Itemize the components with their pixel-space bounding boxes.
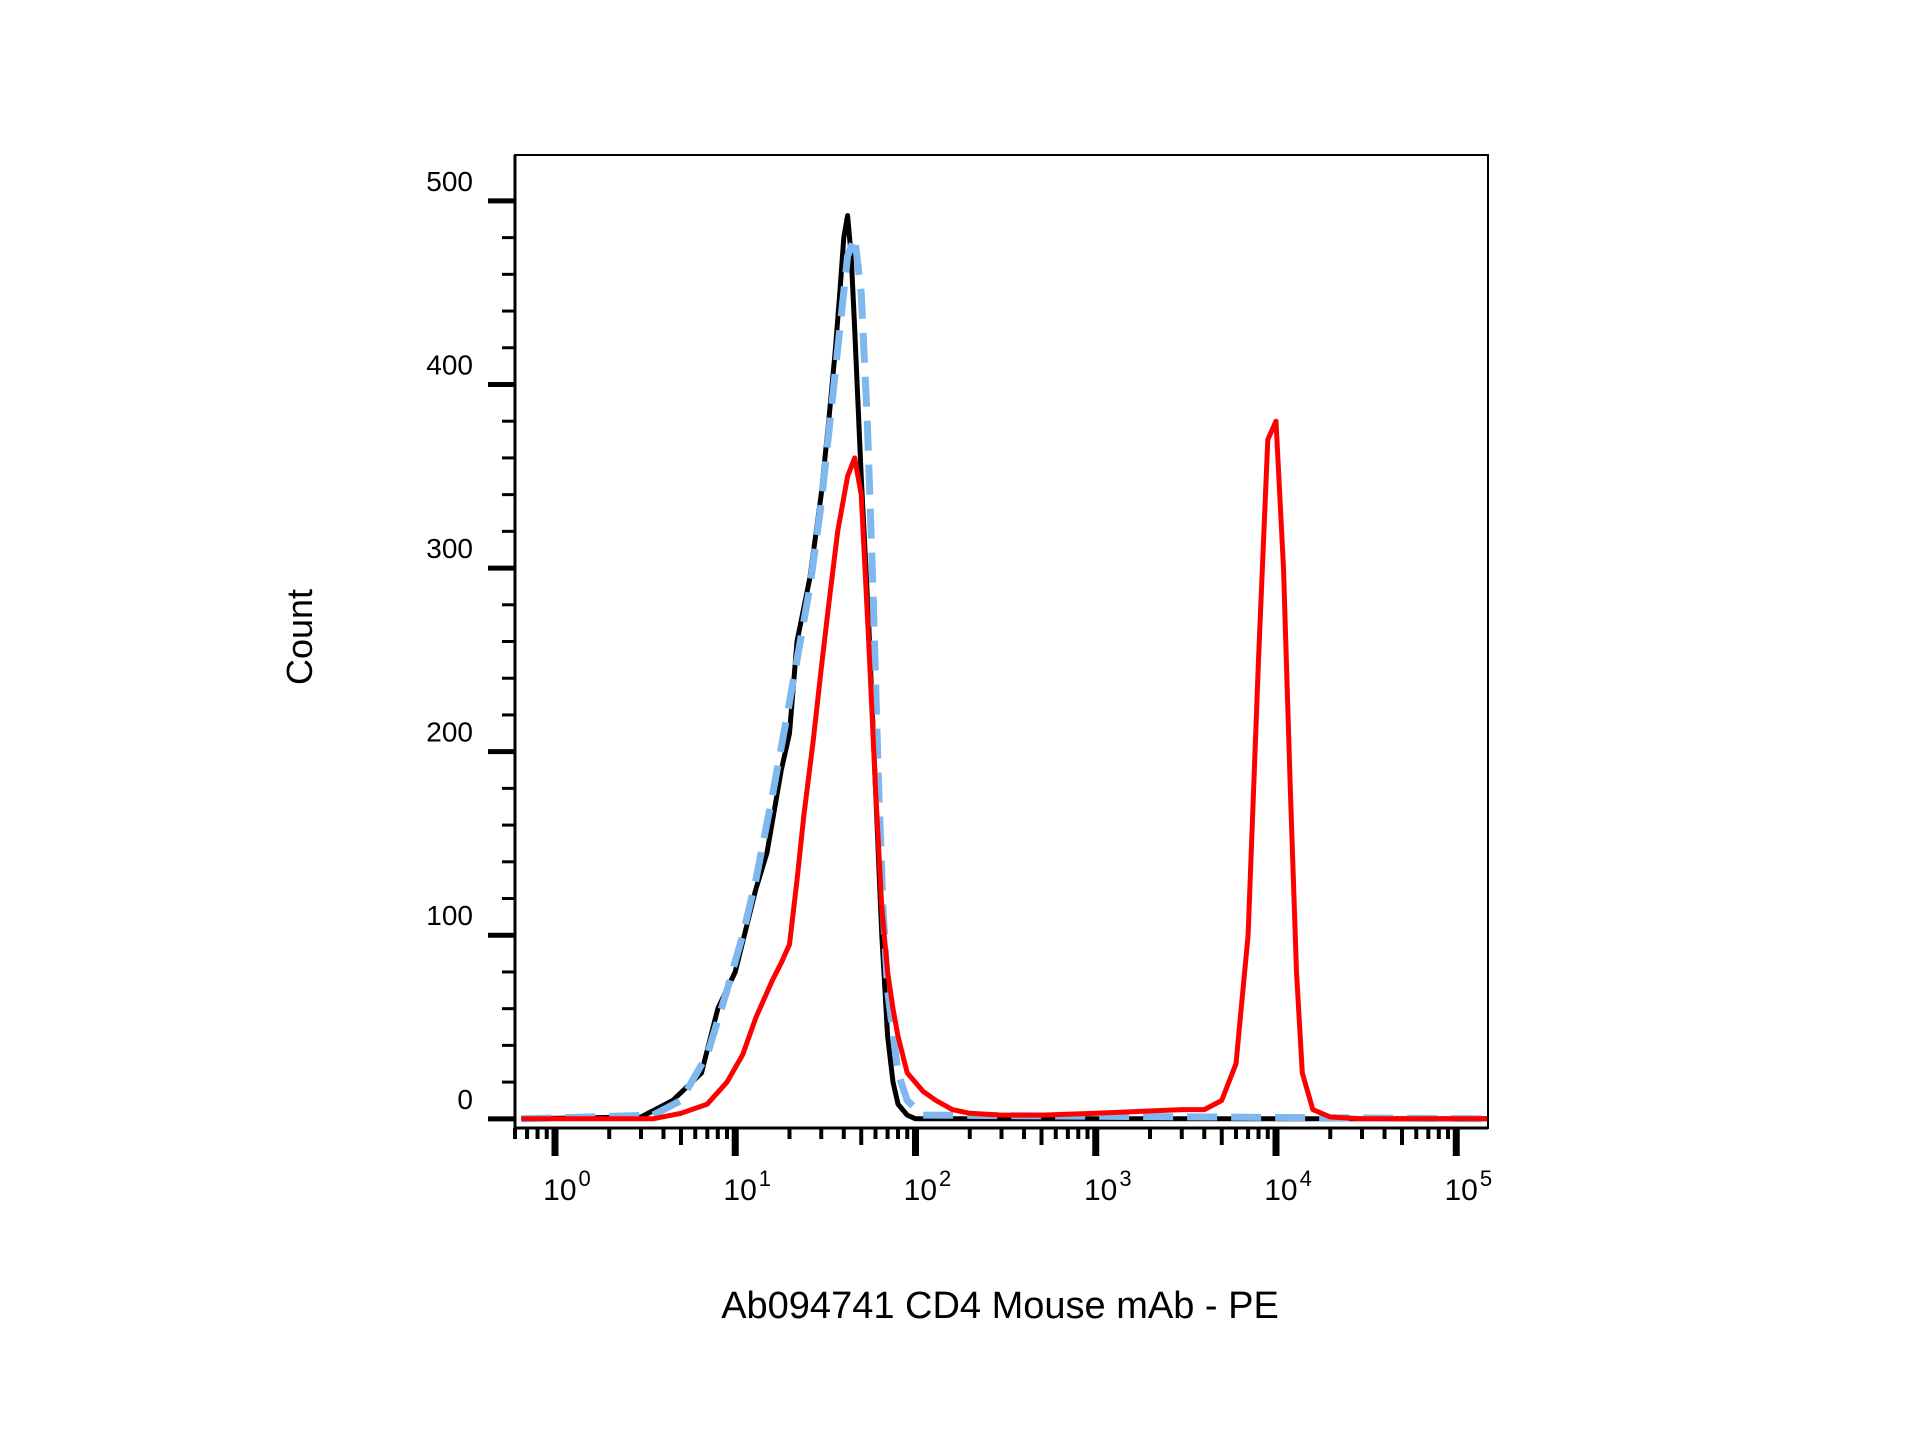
x-tick-exponent: 2 [939, 1166, 951, 1191]
x-tick-exponent: 0 [579, 1166, 591, 1191]
y-tick-label: 100 [426, 900, 473, 931]
y-tick-label: 400 [426, 349, 473, 380]
x-tick-exponent: 1 [759, 1166, 771, 1191]
series-line-3 [521, 418, 1488, 1122]
x-tick-exponent: 3 [1119, 1166, 1131, 1191]
x-axis: 100 101 102 103 104 105 [513, 1126, 1492, 1207]
x-tick-label: 100 [543, 1166, 591, 1207]
y-axis-title: Count [279, 589, 320, 685]
x-tick-exponent: 5 [1480, 1166, 1492, 1191]
series-lines [521, 213, 1489, 1123]
y-axis: 0 100 200 300 400 500 [426, 155, 517, 1128]
y-tick-label: 300 [426, 533, 473, 564]
x-tick-label: 102 [904, 1166, 952, 1207]
x-tick-label: 104 [1264, 1166, 1312, 1207]
plot-frame [514, 154, 1489, 1129]
series-line-1 [521, 213, 1488, 1122]
x-axis-title: Ab094741 CD4 Mouse mAb - PE [721, 1285, 1279, 1327]
y-tick-label: 200 [426, 717, 473, 748]
x-tick-label: 101 [723, 1166, 771, 1207]
x-tick-label: 103 [1084, 1166, 1132, 1207]
y-tick-label: 500 [426, 166, 473, 197]
x-tick-exponent: 4 [1300, 1166, 1312, 1191]
y-tick-label: 0 [457, 1084, 473, 1115]
series-line-2 [521, 234, 1489, 1123]
x-tick-label: 105 [1444, 1166, 1492, 1207]
